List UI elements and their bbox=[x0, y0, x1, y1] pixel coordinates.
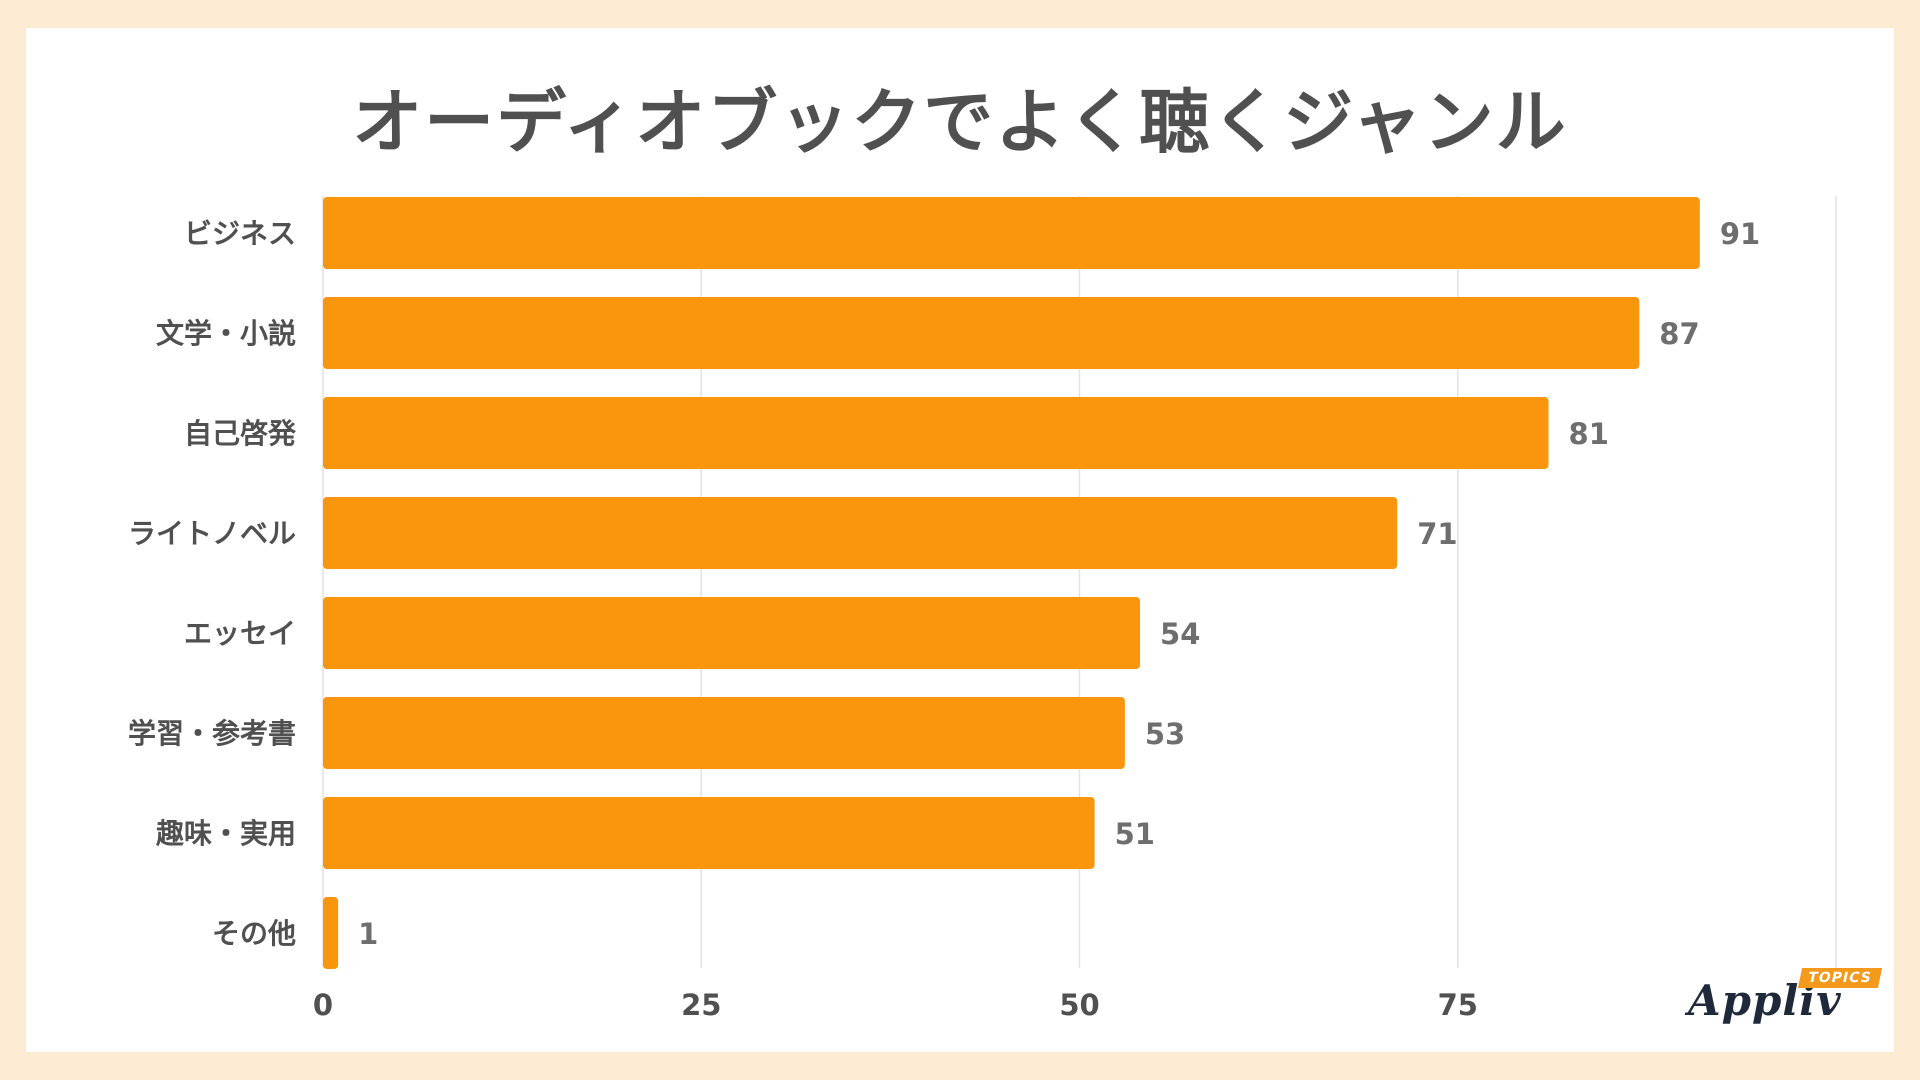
x-axis-ticks: 0 25 50 75 bbox=[313, 988, 1478, 1022]
category-label-4: ライトノベル bbox=[128, 517, 296, 550]
value-label-7: 51 bbox=[1115, 817, 1155, 851]
value-label-5: 54 bbox=[1160, 617, 1200, 651]
chart-title: オーディオブックでよく聴くジャンル bbox=[352, 81, 1568, 163]
value-labels: 91 87 81 71 54 53 51 1 bbox=[358, 217, 1760, 951]
bar-7 bbox=[323, 797, 1095, 869]
category-label-6: 学習・参考書 bbox=[128, 717, 296, 750]
value-label-4: 71 bbox=[1417, 517, 1457, 551]
value-label-6: 53 bbox=[1145, 717, 1185, 751]
bar-1 bbox=[323, 197, 1700, 269]
bar-2 bbox=[323, 297, 1640, 369]
value-label-2: 87 bbox=[1659, 317, 1699, 351]
bar-8 bbox=[323, 897, 339, 969]
bars bbox=[323, 197, 1700, 969]
logo-badge: TOPICS bbox=[1797, 968, 1882, 988]
appliv-topics-logo: Appliv TOPICS bbox=[1688, 968, 1882, 1038]
bar-5 bbox=[323, 597, 1141, 669]
category-label-5: エッセイ bbox=[184, 617, 296, 650]
value-label-8: 1 bbox=[358, 917, 378, 951]
category-label-1: ビジネス bbox=[184, 217, 296, 250]
tick-label-75: 75 bbox=[1438, 988, 1478, 1022]
category-label-8: その他 bbox=[212, 917, 296, 950]
bar-3 bbox=[323, 397, 1549, 469]
category-label-2: 文学・小説 bbox=[156, 317, 296, 350]
tick-label-0: 0 bbox=[313, 988, 333, 1022]
value-label-1: 91 bbox=[1720, 217, 1760, 251]
bar-6 bbox=[323, 697, 1125, 769]
category-label-7: 趣味・実用 bbox=[156, 817, 296, 850]
value-label-3: 81 bbox=[1569, 417, 1609, 451]
tick-label-50: 50 bbox=[1059, 988, 1099, 1022]
bar-4 bbox=[323, 497, 1398, 569]
tick-label-25: 25 bbox=[681, 988, 721, 1022]
category-label-3: 自己啓発 bbox=[184, 417, 297, 450]
